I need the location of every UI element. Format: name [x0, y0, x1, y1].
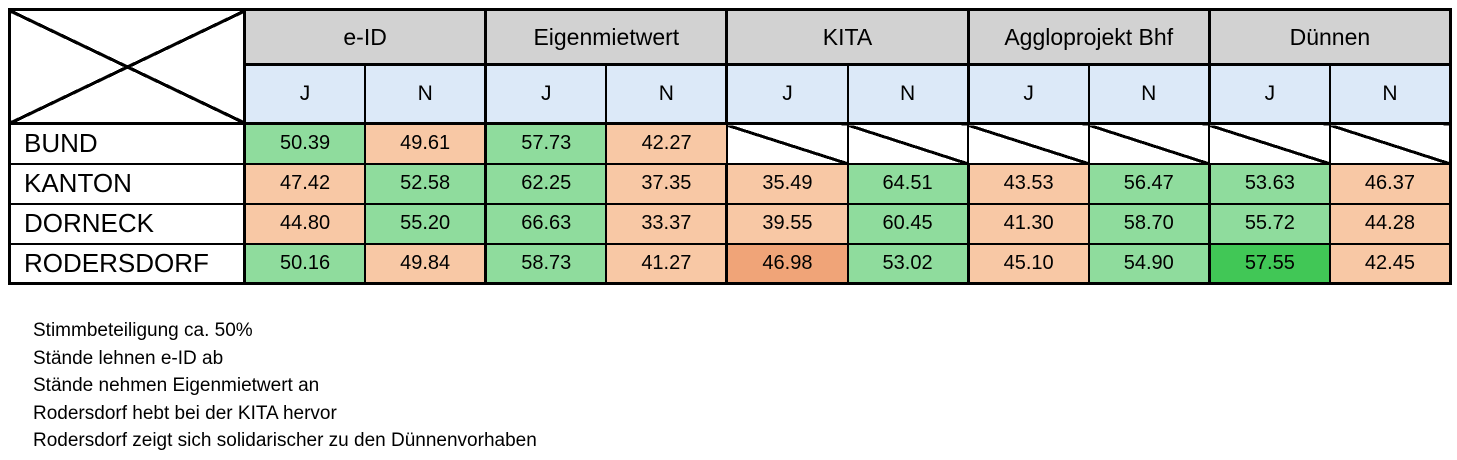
subheader-duennen-nein: N: [1328, 63, 1452, 125]
table-cell: 49.84: [364, 242, 487, 285]
table-cell: [967, 122, 1090, 165]
table-row-rodersdorf: RODERSDORF 50.16 49.84 58.73 41.27 46.98…: [8, 242, 1452, 285]
subheader-kita-nein: N: [846, 63, 970, 125]
subheader-eid-ja: J: [243, 63, 367, 125]
table-cell: 39.55: [725, 202, 849, 245]
row-label-rodersdorf: RODERSDORF: [8, 242, 246, 285]
table-cell: 46.37: [1328, 162, 1452, 205]
table-cell: 58.73: [484, 242, 608, 285]
table-cell: 33.37: [605, 202, 728, 245]
row-label-bund: BUND: [8, 122, 246, 165]
row-label-kanton: KANTON: [8, 162, 246, 205]
table-row-dorneck: DORNECK 44.80 55.20 66.63 33.37 39.55 60…: [8, 202, 1452, 245]
subheader-kita-ja: J: [725, 63, 849, 125]
table-cell: 35.49: [725, 162, 849, 205]
note-line: Stimmbeteiligung ca. 50%: [33, 320, 253, 341]
table-cell: [846, 122, 970, 165]
table-cell: 37.35: [605, 162, 728, 205]
column-group-eigenmietwert: Eigenmietwert: [484, 8, 728, 66]
table-cell: 45.10: [966, 242, 1090, 285]
table-cell: 41.27: [605, 242, 728, 285]
subheader-eigenmietwert-ja: J: [484, 63, 608, 125]
table-cell: 42.27: [605, 122, 728, 165]
note-line: Stände nehmen Eigenmietwert an: [33, 375, 320, 396]
results-table: e-ID Eigenmietwert KITA Aggloprojekt Bhf…: [8, 8, 1452, 285]
subheader-eid-nein: N: [364, 63, 487, 125]
table-cell: 53.02: [846, 242, 970, 285]
table-cell: 42.45: [1328, 242, 1452, 285]
table-cell: [1208, 122, 1331, 165]
table-cell: 64.51: [846, 162, 970, 205]
note-line: Stände lehnen e-ID ab: [33, 347, 224, 369]
table-cell: 44.28: [1328, 202, 1452, 245]
notes-block: Stimmbeteiligung ca. 50% Stände lehnen e…: [33, 317, 537, 455]
table-cell: 58.70: [1087, 202, 1211, 245]
subheader-eigenmietwert-nein: N: [605, 63, 728, 125]
table-cell: 66.63: [484, 202, 608, 245]
table-cell: 60.45: [846, 202, 970, 245]
subheader-aggloprojekt-nein: N: [1087, 63, 1211, 125]
table-cell: [1087, 122, 1211, 165]
table-cell: 44.80: [243, 202, 367, 245]
table-cell: [725, 122, 849, 165]
table-cell: [1328, 122, 1452, 165]
table-cell: 55.20: [364, 202, 487, 245]
note-line: Rodersdorf hebt bei der KITA hervor: [33, 402, 337, 424]
table-cell: 57.73: [484, 122, 608, 165]
table-cell-duennen-highlight: 57.55: [1207, 242, 1331, 285]
table-cell: 41.30: [966, 202, 1090, 245]
table-row-bund: BUND 50.39 49.61 57.73 42.27: [8, 122, 1452, 165]
table-row-kanton: KANTON 47.42 52.58 62.25 37.35 35.49 64.…: [8, 162, 1452, 205]
table-cell: 56.47: [1087, 162, 1211, 205]
table-cell: 50.39: [243, 122, 367, 165]
table-cell: 53.63: [1207, 162, 1331, 205]
row-label-dorneck: DORNECK: [8, 202, 246, 245]
column-group-kita: KITA: [725, 8, 970, 66]
subheader-aggloprojekt-ja: J: [966, 63, 1090, 125]
column-group-duennen: Dünnen: [1207, 8, 1452, 66]
column-group-eid: e-ID: [242, 8, 487, 66]
table-cell: 54.90: [1087, 242, 1211, 285]
table-cell: 47.42: [243, 162, 367, 205]
table-cell: 49.61: [364, 122, 487, 165]
corner-crossed-cell: [8, 8, 246, 125]
table-cell: 52.58: [364, 162, 487, 205]
table-cell: 62.25: [484, 162, 608, 205]
note-line: Rodersdorf zeigt sich solidarischer zu d…: [33, 430, 537, 451]
table-cell-kita-highlight: 46.98: [725, 242, 849, 285]
table-cell: 55.72: [1207, 202, 1331, 245]
table-cell: 50.16: [243, 242, 367, 285]
column-group-aggloprojekt-bhf: Aggloprojekt Bhf: [966, 8, 1211, 66]
table-cell: 43.53: [966, 162, 1090, 205]
subheader-duennen-ja: J: [1207, 63, 1331, 125]
